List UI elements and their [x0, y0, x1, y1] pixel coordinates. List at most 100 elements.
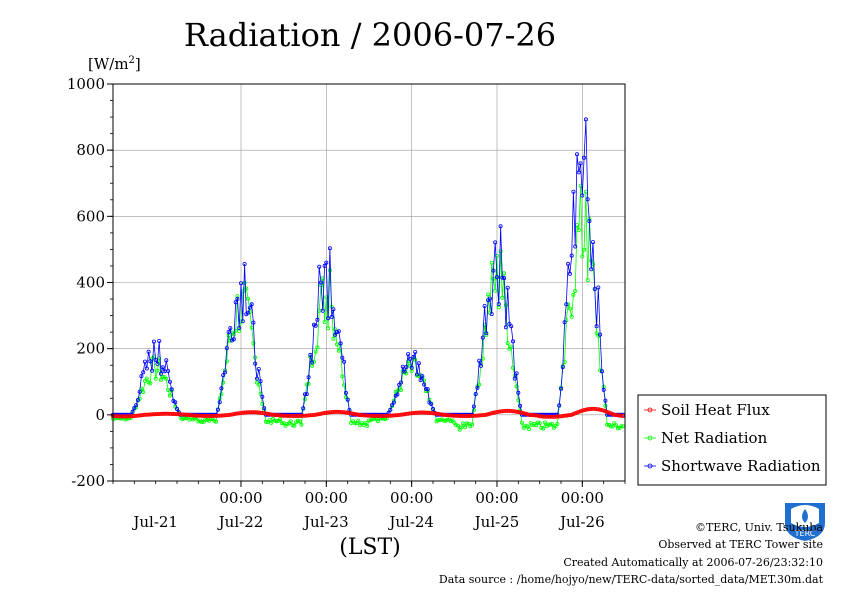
legend-label: Soil Heat Flux: [661, 401, 770, 419]
data-point: [571, 189, 576, 194]
data-point: [219, 386, 224, 391]
data-point: [288, 419, 293, 424]
data-point: [230, 412, 235, 417]
data-point: [580, 408, 585, 413]
data-point: [304, 382, 309, 387]
data-point: [164, 411, 169, 416]
data-point: [582, 155, 587, 160]
x-tick-label: 00:00: [219, 489, 262, 507]
data-point: [326, 410, 331, 415]
data-point: [519, 410, 524, 415]
data-point: [148, 381, 153, 386]
data-point: [614, 423, 619, 428]
data-point: [454, 413, 459, 418]
data-point: [398, 412, 403, 417]
data-point: [598, 332, 603, 337]
data-point: [123, 414, 128, 419]
data-point: [409, 365, 414, 370]
data-point: [411, 354, 416, 359]
data-point: [160, 374, 165, 379]
data-point: [576, 409, 581, 414]
data-point: [174, 406, 179, 411]
data-point: [269, 420, 274, 425]
data-point: [221, 413, 226, 418]
data-point: [477, 413, 482, 418]
data-point: [493, 410, 498, 415]
data-point: [278, 417, 283, 422]
y-ticks: -200 0 200 400 600 800 1000: [67, 75, 113, 490]
data-point: [438, 412, 443, 417]
data-point: [283, 413, 288, 418]
data-point: [464, 421, 469, 426]
data-point: [352, 421, 357, 426]
data-point: [576, 170, 581, 175]
svg-text:TERC: TERC: [794, 529, 816, 538]
data-point: [582, 247, 587, 252]
data-point: [322, 319, 327, 324]
data-point: [237, 325, 242, 330]
data-point: [132, 413, 137, 418]
y-tick-label: 0: [95, 406, 105, 424]
data-point: [155, 411, 160, 416]
data-point: [224, 346, 229, 351]
data-point: [363, 413, 368, 418]
data-point: [233, 300, 238, 305]
data-point: [509, 408, 514, 413]
data-point: [240, 319, 245, 324]
data-point: [615, 426, 620, 431]
data-point: [381, 413, 386, 418]
data-point: [242, 280, 247, 285]
data-point: [173, 400, 178, 405]
data-point: [130, 409, 135, 414]
data-point: [258, 379, 263, 384]
data-point: [446, 413, 451, 418]
data-point: [379, 413, 384, 418]
data-point: [302, 413, 307, 418]
data-point: [215, 407, 220, 412]
data-point: [221, 373, 226, 378]
data-point: [404, 411, 409, 416]
data-point: [350, 411, 355, 416]
data-point: [420, 374, 425, 379]
data-point: [605, 409, 610, 414]
data-point: [569, 314, 574, 319]
data-point: [605, 422, 610, 427]
data-point: [422, 410, 427, 415]
data-point: [301, 406, 306, 411]
footer-source: Data source : /home/hojyo/new/TERC-data/…: [439, 573, 824, 586]
data-point: [500, 295, 505, 300]
data-point: [173, 411, 178, 416]
data-point: [160, 365, 165, 370]
data-point: [422, 382, 427, 387]
chart-title: Radiation / 2006-07-26: [184, 16, 556, 54]
data-point: [146, 349, 151, 354]
data-point: [347, 410, 352, 415]
data-point: [382, 413, 387, 418]
data-point: [560, 365, 565, 370]
data-point: [342, 410, 347, 415]
data-point: [267, 418, 272, 423]
data-point: [614, 413, 619, 418]
data-point: [267, 412, 272, 417]
legend-swatch-marker: [647, 435, 653, 441]
data-point: [142, 378, 147, 383]
data-point: [327, 246, 332, 251]
data-point: [566, 261, 571, 266]
data-point: [491, 410, 496, 415]
data-point: [535, 413, 540, 418]
data-point: [182, 412, 187, 417]
data-point: [189, 413, 194, 418]
data-point: [164, 358, 169, 363]
data-point: [279, 421, 284, 426]
data-point: [516, 398, 521, 403]
data-point: [235, 294, 240, 299]
data-point: [575, 410, 580, 415]
x-tick-label: 00:00: [305, 489, 348, 507]
data-point: [338, 341, 343, 346]
data-point: [503, 325, 508, 330]
data-point: [416, 361, 421, 366]
data-point: [246, 310, 251, 315]
data-point: [166, 387, 171, 392]
data-point: [342, 359, 347, 364]
